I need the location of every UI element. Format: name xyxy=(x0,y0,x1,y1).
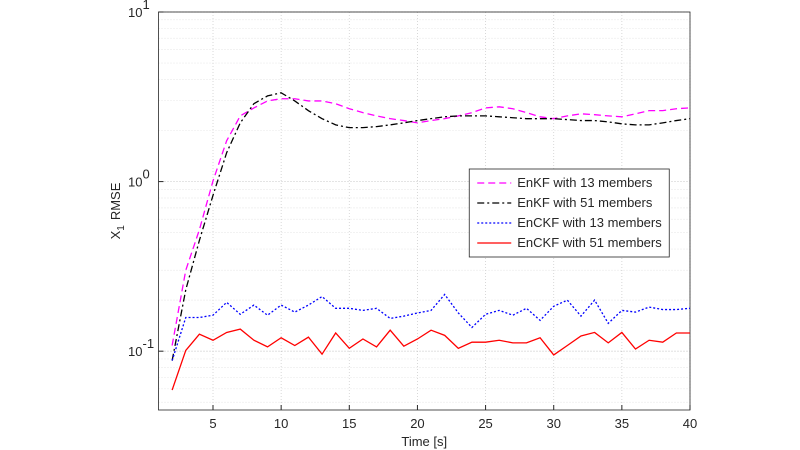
x-tick-label: 20 xyxy=(410,416,424,431)
y-tick-label: 10 xyxy=(128,175,142,190)
x-tick-label: 10 xyxy=(274,416,288,431)
y-axis-label: X1 RMSE xyxy=(108,182,127,239)
series-line xyxy=(171,328,690,391)
y-tick-base: 10 xyxy=(128,5,142,20)
legend-label: EnCKF with 51 members xyxy=(517,235,662,250)
x-tick-label: 40 xyxy=(683,416,697,431)
x-tick-label: 30 xyxy=(546,416,560,431)
y-tick-base: 10 xyxy=(128,175,142,190)
legend-label: EnKF with 13 members xyxy=(517,175,653,190)
x-tick-label: 5 xyxy=(209,416,216,431)
axes-box xyxy=(158,11,691,411)
y-tick-exponent: 1 xyxy=(143,0,150,12)
y-tick-exponent: 0 xyxy=(143,167,150,182)
x-tick-label: 15 xyxy=(342,416,356,431)
y-label-rest: RMSE xyxy=(108,182,123,220)
y-label-main: X xyxy=(108,230,123,239)
y-label-subscript: 1 xyxy=(116,225,127,231)
series-line xyxy=(171,293,691,361)
legend-label: EnKF with 51 members xyxy=(517,195,653,210)
y-tick-exponent: -1 xyxy=(143,336,155,351)
x-tick-label: 35 xyxy=(615,416,629,431)
x-axis-label: Time [s] xyxy=(401,434,447,449)
legend-label: EnCKF with 13 members xyxy=(517,215,662,230)
series-line xyxy=(171,92,691,361)
y-tick-label: 10 xyxy=(128,344,142,359)
y-tick-label: 10 xyxy=(128,5,142,20)
x-tick-label: 25 xyxy=(478,416,492,431)
legend-box xyxy=(468,168,670,258)
y-tick-base: 10 xyxy=(128,344,142,359)
